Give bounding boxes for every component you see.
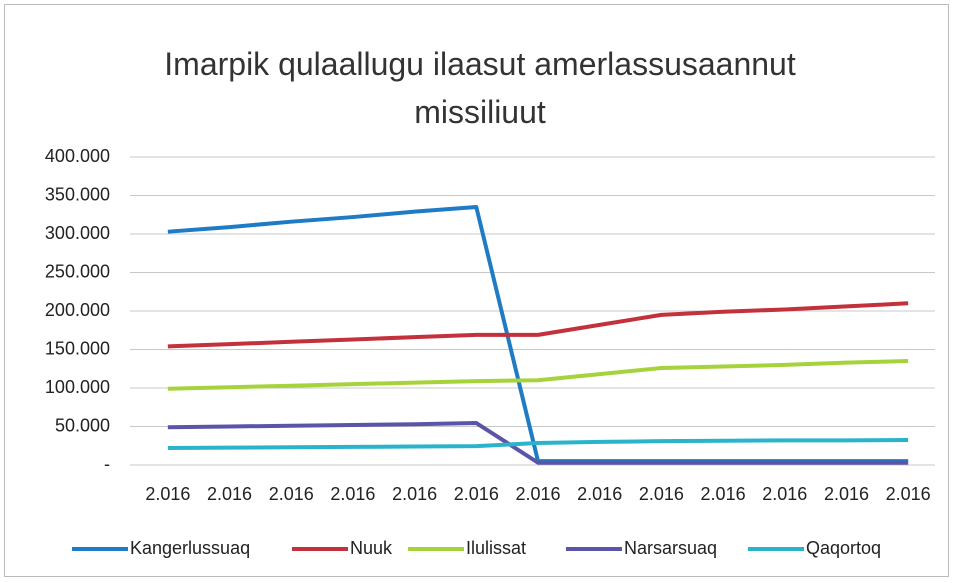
chart-title: Imarpik qulaallugu ilaasut amerlassusaan… — [164, 46, 796, 130]
x-tick-label: 2.016 — [515, 484, 560, 504]
legend-label: Nuuk — [350, 538, 393, 558]
x-tick-label: 2.016 — [454, 484, 499, 504]
x-tick-label: 2.016 — [639, 484, 684, 504]
x-tick-label: 2.016 — [145, 484, 190, 504]
x-tick-label: 2.016 — [330, 484, 375, 504]
series-line — [167, 421, 909, 465]
y-tick-label: 50.000 — [55, 415, 110, 435]
legend-label: Ilulissat — [466, 538, 526, 558]
legend-label: Narsarsuaq — [624, 538, 717, 558]
chart-border — [4, 4, 949, 577]
x-tick-label: 2.016 — [701, 484, 746, 504]
legend-label: Qaqortoq — [806, 538, 881, 558]
series-line — [167, 359, 909, 391]
series-line — [167, 437, 909, 451]
x-tick-label: 2.016 — [207, 484, 252, 504]
y-tick-label: 150.000 — [45, 338, 110, 358]
y-tick-label: 100.000 — [45, 377, 110, 397]
x-tick-label: 2.016 — [824, 484, 869, 504]
y-tick-label: - — [104, 454, 110, 474]
y-tick-label: 200.000 — [45, 300, 110, 320]
x-tick-label: 2.016 — [577, 484, 622, 504]
legend-label: Kangerlussuaq — [130, 538, 250, 558]
x-tick-label: 2.016 — [886, 484, 931, 504]
y-tick-label: 350.000 — [45, 184, 110, 204]
y-tick-label: 300.000 — [45, 223, 110, 243]
series-line — [167, 301, 909, 349]
x-tick-label: 2.016 — [392, 484, 437, 504]
x-tick-label: 2.016 — [762, 484, 807, 504]
y-tick-label: 250.000 — [45, 261, 110, 281]
y-tick-label: 400.000 — [45, 146, 110, 166]
x-tick-label: 2.016 — [269, 484, 314, 504]
